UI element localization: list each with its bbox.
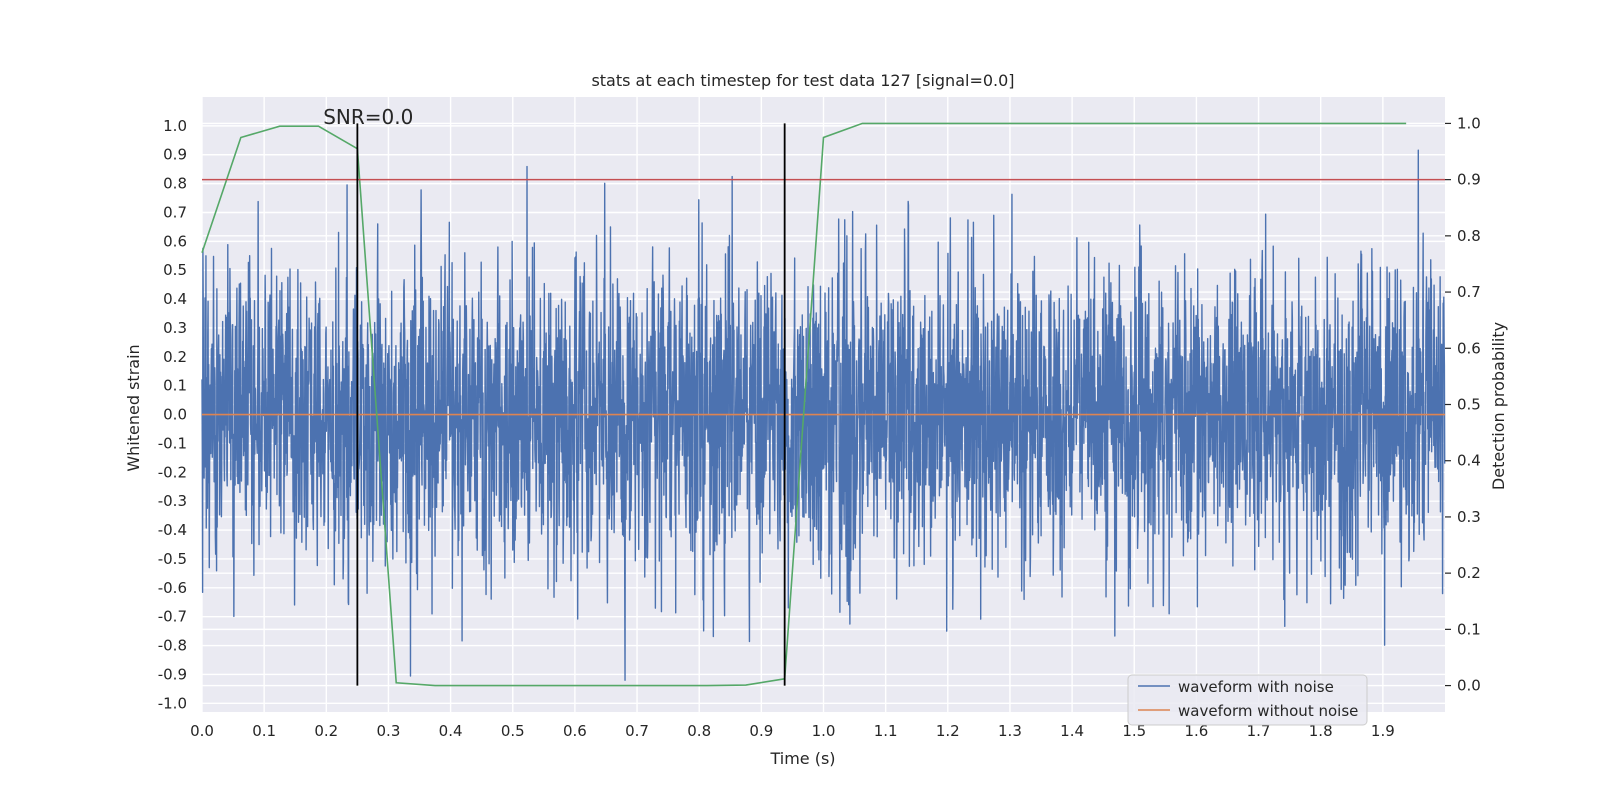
y-tick-label: 0.0 [163, 406, 187, 424]
series-detection-probability [201, 122, 1407, 687]
x-tick-label: 1.9 [1371, 722, 1395, 740]
detection-markers [356, 123, 786, 686]
y2-tick-label: 0.6 [1457, 339, 1481, 357]
x-tick-label: 0.6 [563, 722, 587, 740]
series-layer [201, 122, 1446, 687]
y-axis-ticks: 1.0 0.9 0.8 0.7 0.6 0.5 0.4 0.3 0.2 0.1 0.0 -0.1 -0.… [158, 117, 187, 712]
x-tick-label: 1.0 [812, 722, 836, 740]
y-tick-label: 0.3 [163, 319, 187, 337]
y2-axis-label: Detection probability [1489, 322, 1508, 490]
y2-tick-label: 0.0 [1457, 677, 1481, 695]
x-tick-label: 1.7 [1247, 722, 1271, 740]
y2-tick-label: 0.1 [1457, 620, 1481, 638]
x-tick-label: 0.4 [439, 722, 463, 740]
x-tick-label: 0.1 [252, 722, 276, 740]
y-tick-label: 0.7 [163, 203, 187, 221]
y2-axis-ticks: 1.0 0.9 0.8 0.7 0.6 0.5 0.4 0.3 0.2 0.1 0.0 [1445, 114, 1481, 695]
y-tick-label: 0.8 [163, 175, 187, 193]
y-tick-label: 0.9 [163, 146, 187, 164]
x-axis-label: Time (s) [769, 749, 835, 768]
x-tick-label: 0.0 [190, 722, 214, 740]
y-tick-label: -0.7 [158, 608, 187, 626]
x-axis-ticks: 0.0 0.1 0.2 0.3 0.4 0.5 0.6 0.7 0.8 0.9 1.0 1.1 1.2 1… [190, 722, 1395, 740]
y-tick-label: -0.5 [158, 550, 187, 568]
x-tick-label: 0.3 [377, 722, 401, 740]
x-tick-label: 0.7 [625, 722, 649, 740]
y2-tick-label: 0.5 [1457, 396, 1481, 414]
legend-frame [1127, 674, 1368, 726]
x-tick-label: 1.8 [1309, 722, 1333, 740]
x-tick-label: 1.4 [1060, 722, 1084, 740]
legend: waveform with noise waveform without noi… [1127, 674, 1368, 726]
y-tick-label: -0.8 [158, 637, 187, 655]
y2-tick-label: 0.2 [1457, 564, 1481, 582]
y-tick-label: 1.0 [163, 117, 187, 135]
y-tick-label: -0.6 [158, 579, 187, 597]
y-tick-label: 0.5 [163, 261, 187, 279]
chart-title: stats at each timestep for test data 127… [591, 71, 1014, 90]
snr-annotation: SNR=0.0 [323, 105, 413, 129]
x-tick-label: 1.2 [936, 722, 960, 740]
x-tick-label: 1.5 [1122, 722, 1146, 740]
series-waveform-with-noise [201, 149, 1446, 681]
legend-label-waveform-without-noise: waveform without noise [1178, 702, 1358, 720]
y-tick-label: -1.0 [158, 694, 187, 712]
y2-tick-label: 0.3 [1457, 508, 1481, 526]
y-tick-label: 0.2 [163, 348, 187, 366]
x-tick-label: 0.9 [749, 722, 773, 740]
y2-tick-label: 0.8 [1457, 227, 1481, 245]
y2-tick-label: 1.0 [1457, 114, 1481, 132]
y-tick-label: -0.4 [158, 521, 187, 539]
y2-tick-label: 0.7 [1457, 283, 1481, 301]
y-tick-label: 0.6 [163, 232, 187, 250]
x-tick-label: 0.5 [501, 722, 525, 740]
y2-tick-label: 0.4 [1457, 452, 1481, 470]
x-tick-label: 0.8 [687, 722, 711, 740]
y-tick-label: 0.4 [163, 290, 187, 308]
y-tick-label: -0.9 [158, 665, 187, 683]
legend-label-waveform-with-noise: waveform with noise [1178, 678, 1334, 696]
y-axis-label: Whitened strain [124, 344, 143, 471]
y-tick-label: -0.3 [158, 492, 187, 510]
x-tick-label: 0.2 [314, 722, 338, 740]
y-tick-label: 0.1 [163, 377, 187, 395]
y2-tick-label: 0.9 [1457, 171, 1481, 189]
x-tick-label: 1.6 [1184, 722, 1208, 740]
x-tick-label: 1.3 [998, 722, 1022, 740]
y-tick-label: -0.2 [158, 463, 187, 481]
x-tick-label: 1.1 [874, 722, 898, 740]
y-tick-label: -0.1 [158, 434, 187, 452]
